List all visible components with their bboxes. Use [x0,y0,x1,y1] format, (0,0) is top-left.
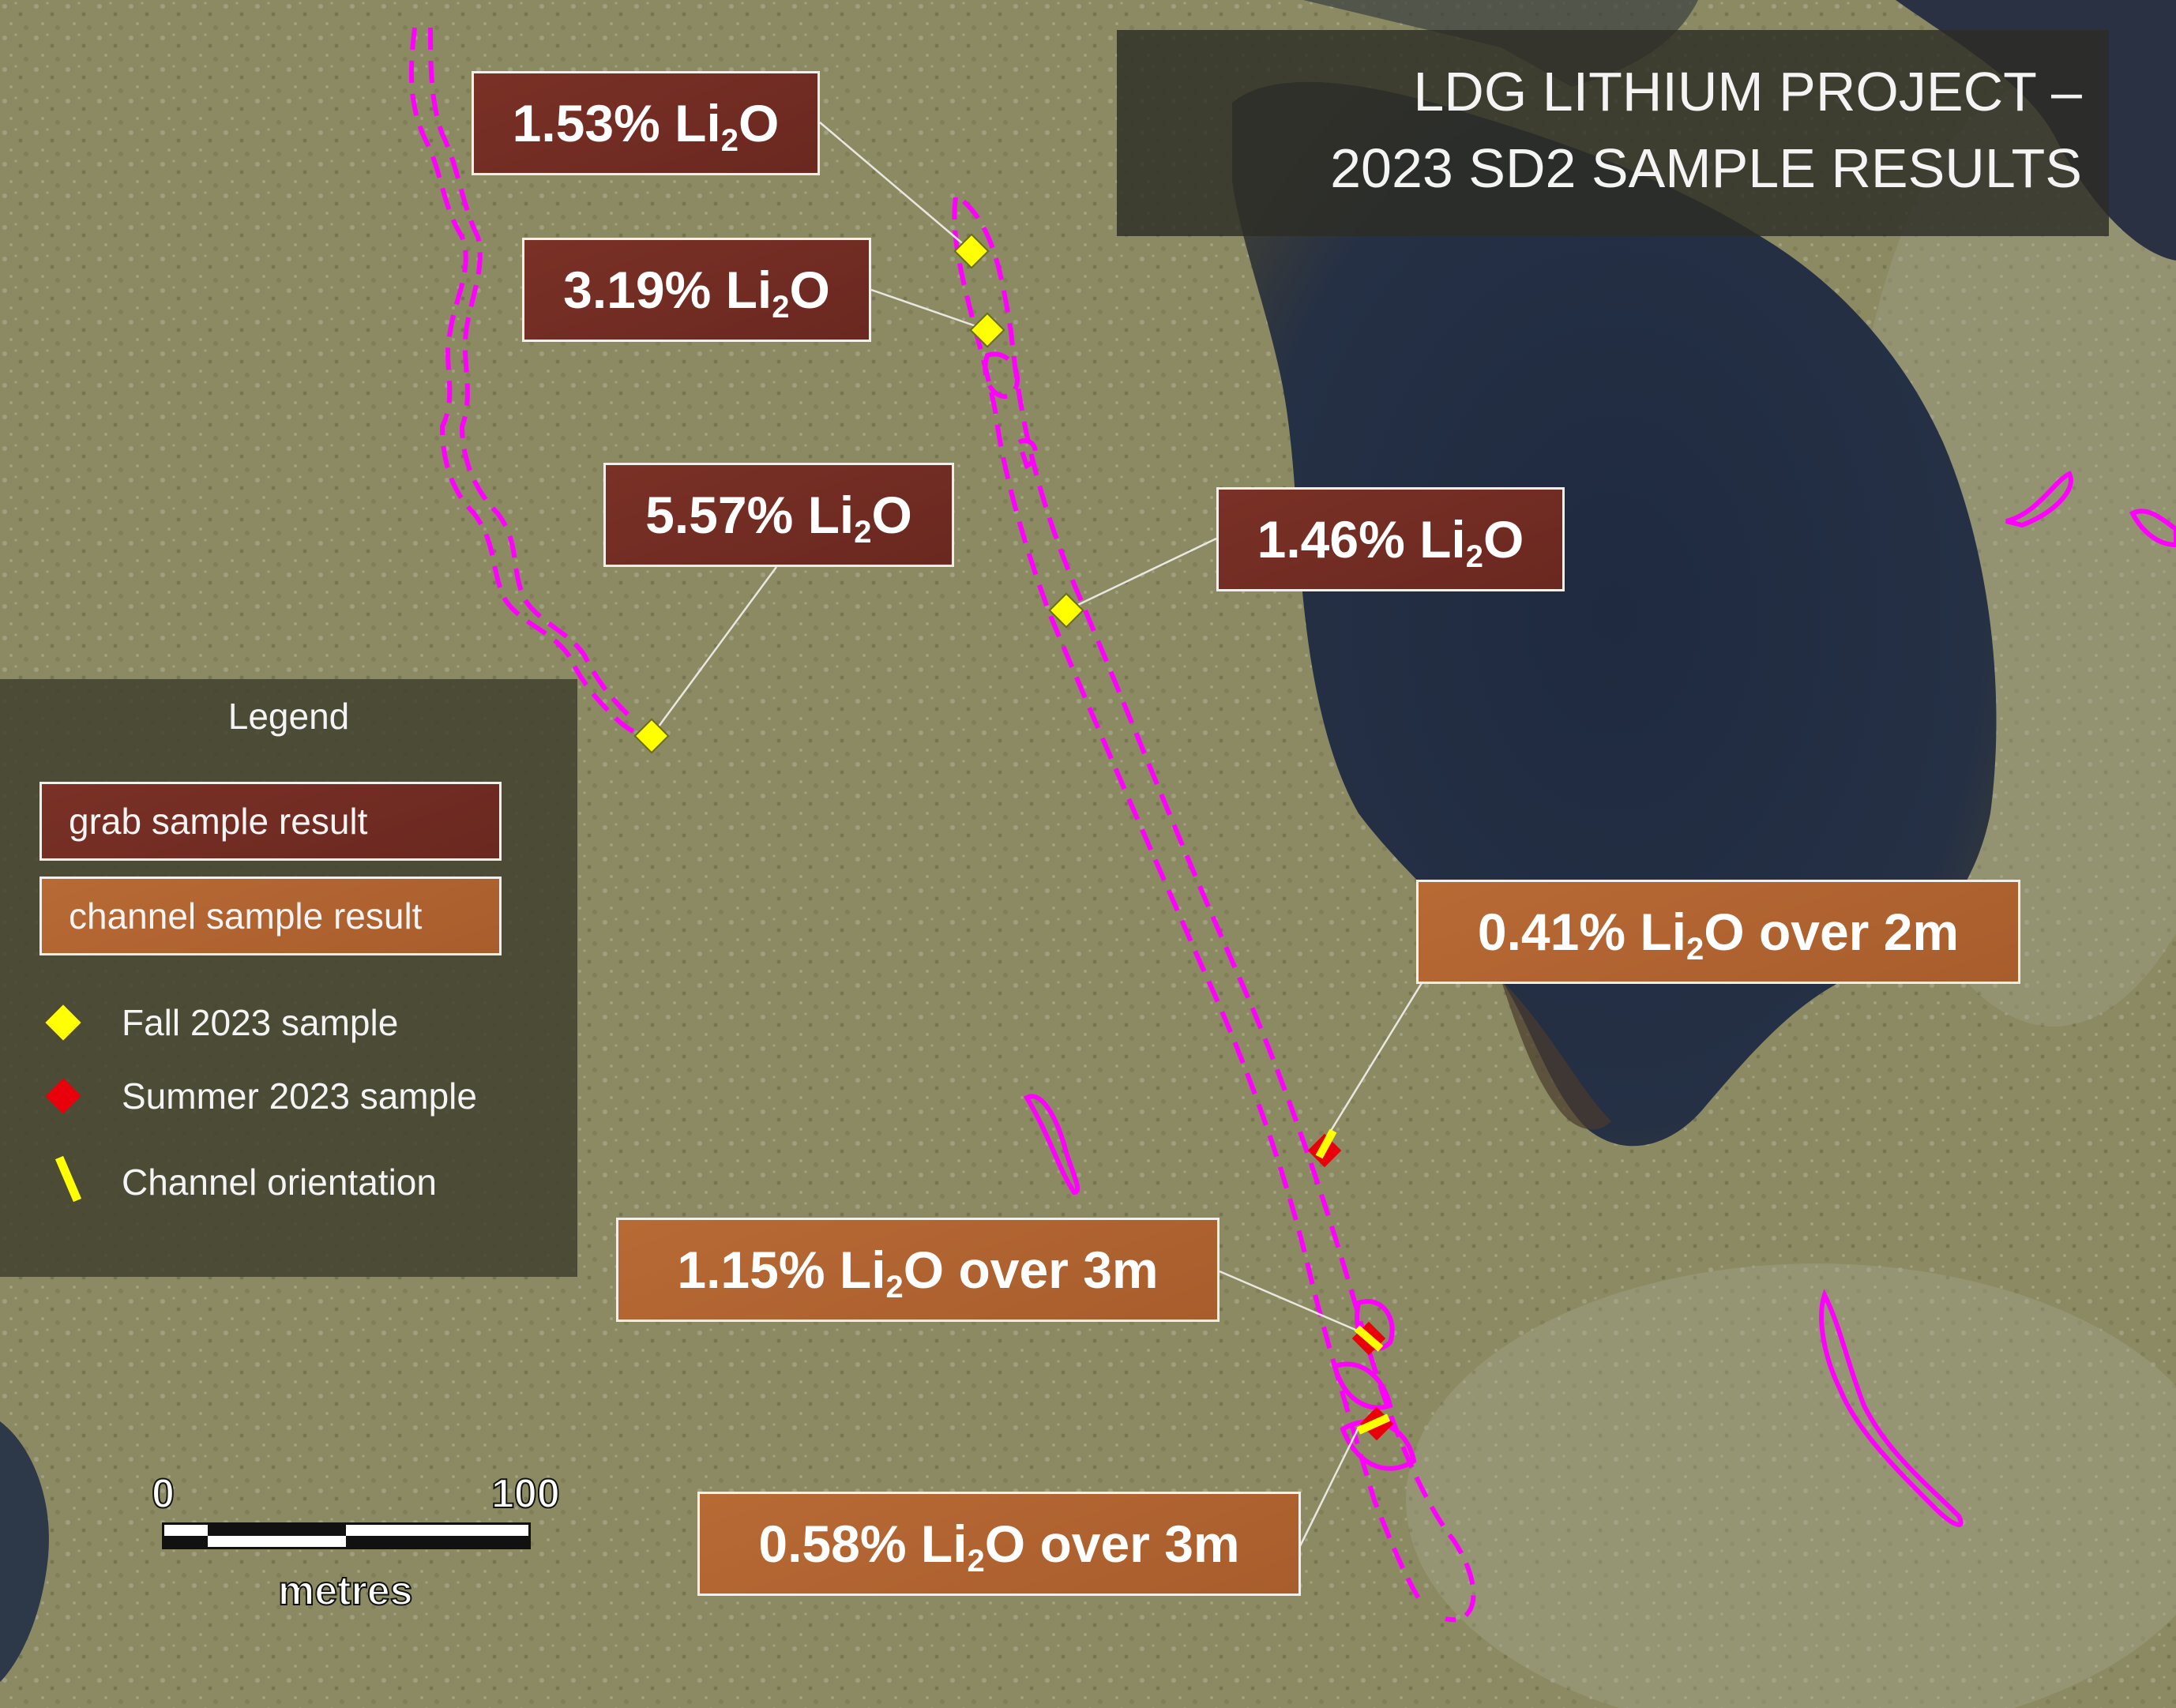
leader-r3 [650,566,778,737]
legend-grab-box: grab sample result [39,782,502,861]
leader-r7 [1298,1427,1360,1547]
subscript: 2 [854,515,872,550]
fall-sample-marker[interactable] [969,312,1005,348]
outcrop-small-patch-1 [983,351,1020,399]
outcrop-outlines [408,27,1476,1623]
fall-sample-marker[interactable] [953,233,990,269]
result-suffix: O [789,261,830,319]
summer-diamond-icon [45,1078,81,1114]
leader-r6 [1219,1270,1367,1336]
grab-result-label: 1.53% Li2O [472,71,820,175]
legend-summer-label: Summer 2023 sample [122,1075,477,1117]
result-value: 0.58% [758,1515,907,1573]
channel-result-label: 1.15% Li2O over 3m [616,1218,1220,1322]
legend-grab-label: grab sample result [69,801,368,842]
outcrop-southeast [1819,1289,1964,1527]
subscript: 2 [885,1270,904,1304]
summer-2023-markers [1307,1128,1394,1441]
outcrop-main-west [952,197,1424,1605]
subscript: 2 [1465,539,1484,574]
fall-sample-marker[interactable] [1048,592,1084,629]
channel-result-label: 0.58% Li2O over 3m [697,1492,1301,1596]
result-value: 0.41% [1477,903,1626,961]
fall-diamond-icon [45,1004,81,1041]
result-suffix: O over 3m [903,1241,1159,1299]
grab-result-label: 5.57% Li2O [603,463,954,567]
leader-r1 [819,122,972,252]
scale-end-label: 100 [490,1470,561,1518]
legend-fall-label: Fall 2023 sample [122,1002,399,1043]
outcrop-east-1 [2005,470,2073,528]
outcrop-east-2 [2129,509,2176,548]
element: Li [839,1241,886,1299]
scale-unit-label: metres [277,1567,414,1615]
result-value: 1.15% [677,1241,825,1299]
result-suffix: O over 3m [984,1515,1240,1573]
fall-sample-marker[interactable] [633,718,670,754]
outcrop-west-inner [428,27,634,721]
element: Li [807,486,855,544]
outcrop-solid-outlines [1023,470,2176,1527]
leader-r5 [1325,982,1423,1138]
legend-panel: Legend grab sample result channel sample… [0,679,577,1277]
result-value: 1.46% [1257,510,1405,569]
channel-orientation-line [1354,1325,1384,1352]
legend-title: Legend [227,696,350,737]
channel-orientation-line [1315,1128,1337,1159]
scale-start-label: 0 [151,1470,175,1518]
legend-channel-box: channel sample result [39,877,502,955]
leader-r2 [870,288,988,332]
channel-line-icon [54,1155,82,1203]
element: Li [1419,510,1466,569]
element: Li [725,261,772,319]
subscript: 2 [772,290,790,325]
leader-lines [650,122,1423,1547]
outcrop-pod-2 [1332,1361,1393,1410]
result-value: 5.57% [645,486,794,544]
outcrop-small-patch-2 [1016,438,1038,470]
leader-r4 [1065,537,1217,612]
map-title: LDG LITHIUM PROJECT – 2023 SD2 SAMPLE RE… [1117,30,2109,236]
channel-orientation-line [1356,1413,1391,1435]
light-ground-patch [1406,1263,2176,1708]
result-suffix: O [738,94,780,152]
result-suffix: O [1483,510,1524,569]
title-line-1: LDG LITHIUM PROJECT – [1413,61,2082,122]
subscript: 2 [1686,932,1704,967]
lake-shallows [1501,979,1611,1130]
legend-channel-orientation-label: Channel orientation [122,1162,437,1203]
result-suffix: O over 2m [1704,903,1960,961]
legend-channel-label: channel sample result [69,895,423,937]
subscript: 2 [967,1544,985,1578]
subscript: 2 [720,123,739,158]
element: Li [1640,903,1687,961]
result-suffix: O [871,486,912,544]
result-value: 3.19% [563,261,712,319]
grab-result-label: 3.19% Li2O [522,238,871,342]
title-line-2: 2023 SD2 SAMPLE RESULTS [1330,137,2082,199]
fall-2023-markers [633,233,1084,754]
result-value: 1.53% [512,94,660,152]
element: Li [675,94,721,152]
outcrop-west [408,27,658,740]
grab-result-label: 1.46% Li2O [1216,487,1565,591]
scale-bar [162,1522,531,1549]
channel-result-label: 0.41% Li2O over 2m [1416,880,2020,984]
pond-bottom-left [0,1421,49,1682]
element: Li [920,1515,968,1573]
outcrop-north-sliver [1023,1094,1080,1196]
